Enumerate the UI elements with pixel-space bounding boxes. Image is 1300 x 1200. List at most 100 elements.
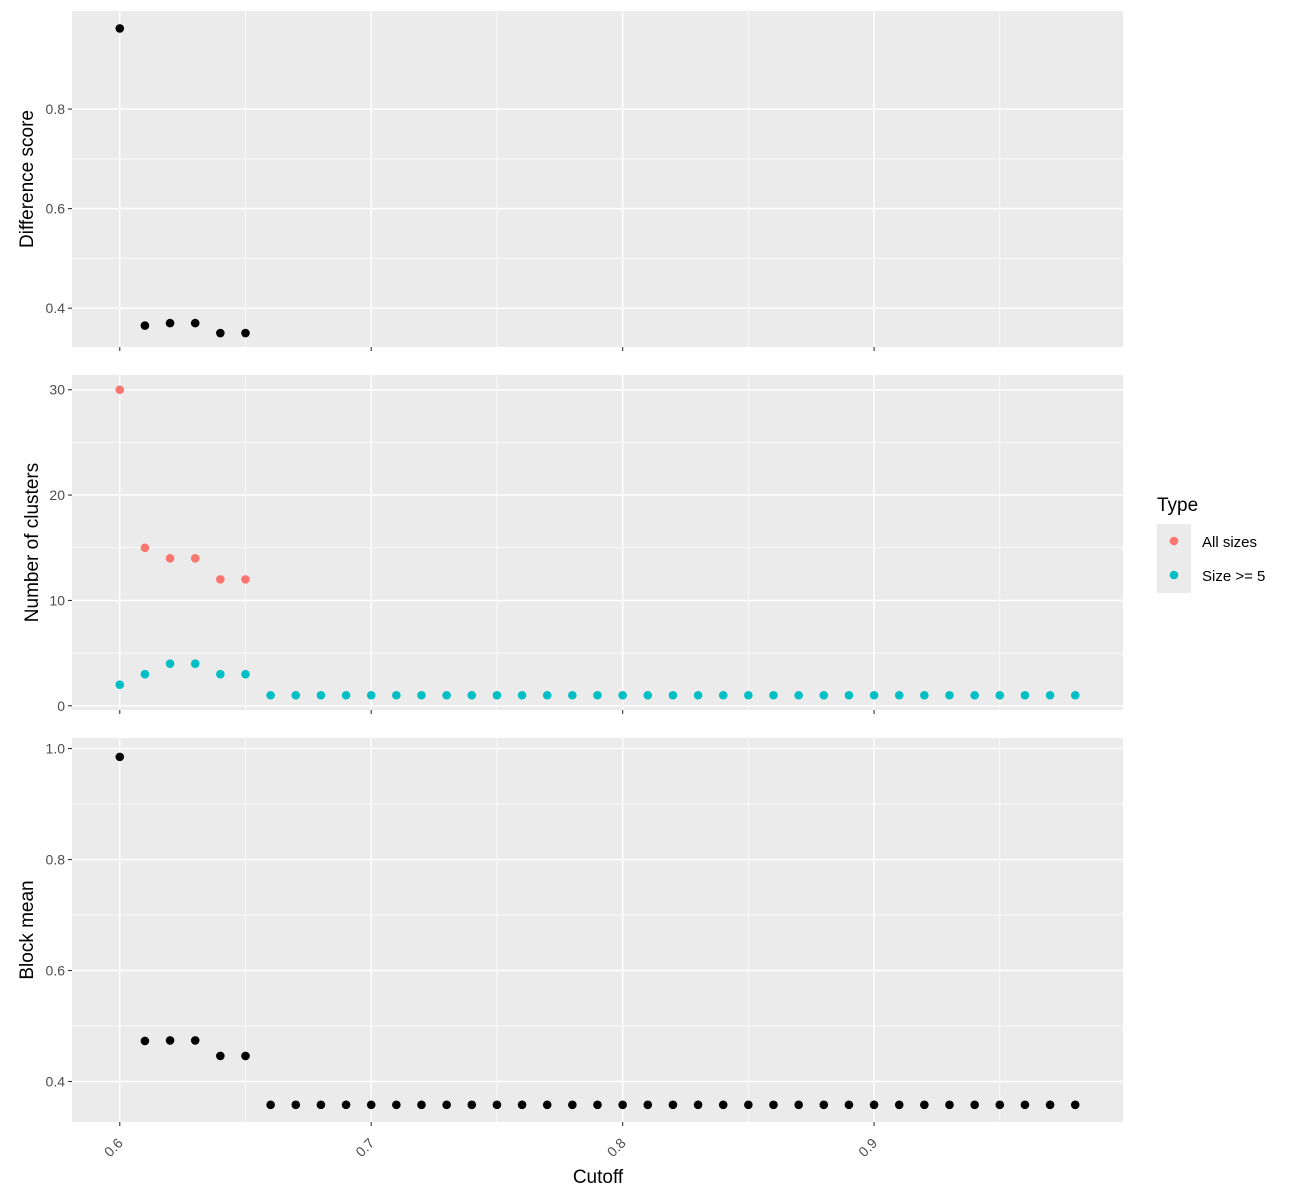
data-point xyxy=(115,680,125,690)
data-point xyxy=(894,690,904,700)
data-point xyxy=(241,328,250,338)
data-point xyxy=(794,1100,803,1110)
data-point xyxy=(568,1100,577,1110)
data-point xyxy=(291,1100,301,1110)
data-point xyxy=(1045,690,1055,700)
data-point xyxy=(744,1100,753,1110)
data-point xyxy=(970,690,979,700)
data-point xyxy=(216,1051,225,1061)
panel-2: 0 10 20 30 Number of clusters xyxy=(22,375,1123,714)
data-point xyxy=(341,1100,351,1110)
data-point xyxy=(693,690,703,700)
series-size-5 xyxy=(115,659,1080,700)
y-axis-title: Number of clusters xyxy=(22,463,43,622)
data-point xyxy=(492,1100,502,1110)
data-point xyxy=(668,1100,678,1110)
y-tick-label: 0.8 xyxy=(46,852,66,868)
data-point xyxy=(316,1100,326,1110)
data-point xyxy=(542,1100,552,1110)
series-all-sizes xyxy=(115,385,250,584)
data-point xyxy=(1070,690,1080,700)
data-point xyxy=(165,659,175,668)
data-point xyxy=(643,1100,653,1110)
data-point xyxy=(442,1100,451,1110)
data-point xyxy=(366,1100,376,1110)
panel-background xyxy=(72,11,1123,347)
data-point xyxy=(844,690,854,700)
data-point xyxy=(1070,1100,1080,1110)
data-point xyxy=(794,690,803,700)
data-point xyxy=(970,1100,979,1110)
y-tick-label: 20 xyxy=(49,487,65,503)
data-point xyxy=(417,690,426,700)
data-point xyxy=(693,1100,703,1110)
data-point xyxy=(417,1100,426,1110)
y-tick-label: 0.6 xyxy=(46,963,66,979)
data-point xyxy=(190,318,200,328)
data-point xyxy=(266,690,275,700)
data-point xyxy=(467,690,477,700)
legend-title: Type xyxy=(1157,495,1198,516)
data-point xyxy=(140,669,150,679)
y-tick-label: 1.0 xyxy=(46,741,66,757)
data-point xyxy=(618,690,627,700)
data-point xyxy=(718,690,728,700)
data-point xyxy=(392,1100,401,1110)
data-point xyxy=(115,752,125,762)
data-point xyxy=(190,659,200,668)
legend-key-background xyxy=(1157,524,1191,593)
data-point xyxy=(392,690,401,700)
data-point xyxy=(718,1100,728,1110)
data-point xyxy=(769,1100,778,1110)
data-point xyxy=(216,669,225,679)
panel-background xyxy=(72,375,1123,710)
data-point xyxy=(165,554,175,563)
x-axis-title: Cutoff xyxy=(573,1167,624,1188)
data-point xyxy=(266,1100,275,1110)
legend: Type All sizes Size >= 5 xyxy=(1157,495,1265,593)
data-point xyxy=(316,690,326,700)
series-points-1 xyxy=(115,752,1080,1110)
data-point xyxy=(920,690,929,700)
panel-background xyxy=(72,738,1123,1122)
data-point xyxy=(1020,1100,1030,1110)
data-point xyxy=(769,690,778,700)
legend-key-point xyxy=(1169,570,1179,580)
data-point xyxy=(643,690,653,700)
data-point xyxy=(869,1100,879,1110)
data-point xyxy=(618,1100,627,1110)
data-point xyxy=(1020,690,1030,700)
data-point xyxy=(115,24,125,33)
data-point xyxy=(140,1036,150,1046)
data-point xyxy=(920,1100,929,1110)
data-point xyxy=(593,1100,602,1110)
data-point xyxy=(165,1036,175,1045)
data-point xyxy=(869,690,879,700)
data-point xyxy=(668,690,678,700)
data-point xyxy=(341,690,351,700)
y-tick-label: 0 xyxy=(57,698,65,714)
data-point xyxy=(140,543,150,553)
data-point xyxy=(995,690,1005,700)
data-point xyxy=(593,690,602,700)
data-point xyxy=(467,1100,477,1110)
y-tick-label: 10 xyxy=(49,592,65,608)
data-point xyxy=(216,575,225,584)
data-point xyxy=(995,1100,1005,1110)
data-point xyxy=(945,690,954,700)
data-point xyxy=(190,1036,200,1045)
data-point xyxy=(492,690,502,700)
y-tick-label: 0.4 xyxy=(46,300,66,316)
data-point xyxy=(140,321,150,330)
data-point xyxy=(115,385,125,395)
legend-label: All sizes xyxy=(1202,534,1257,551)
data-point xyxy=(165,318,175,328)
y-tick-label: 0.8 xyxy=(46,101,66,117)
y-tick-label: 0.6 xyxy=(46,201,66,217)
y-tick-label: 30 xyxy=(49,382,65,398)
data-point xyxy=(819,1100,829,1110)
panels: 0.4 0.6 0.8 Difference score 0 10 20 30 Number o… xyxy=(17,11,1123,1126)
data-point xyxy=(568,690,577,700)
panel-3: 0.4 0.6 0.8 1.0 Block mean xyxy=(17,738,1123,1126)
